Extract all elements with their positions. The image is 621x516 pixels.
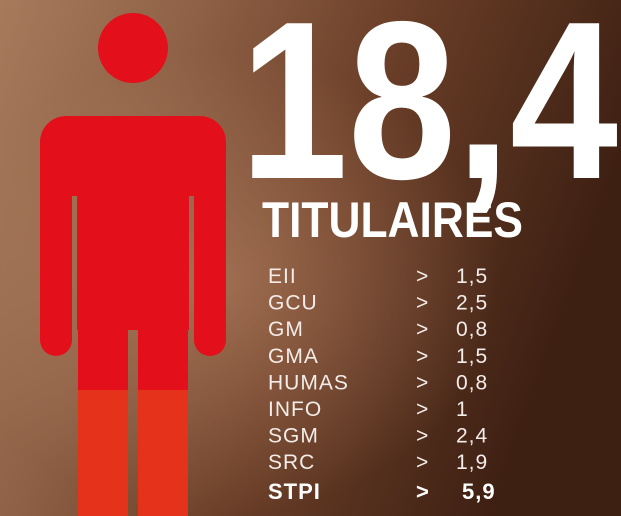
row-label: INFO (268, 398, 322, 421)
row-value: 0,8 (456, 318, 488, 341)
figure-left-leg-lower (78, 390, 128, 516)
row-label: GCU (268, 292, 318, 315)
row-label: GMA (268, 345, 319, 368)
headline-label: TITULAIRES (262, 192, 523, 248)
row-value: 2,5 (456, 292, 488, 315)
row-label: HUMAS (268, 371, 349, 394)
row-separator: > (416, 345, 429, 368)
row-value: 1,5 (456, 265, 488, 288)
row-label: STPI (268, 479, 321, 504)
figure-head (98, 13, 168, 83)
row-label: EII (268, 265, 297, 288)
figure-left-leg-upper (78, 320, 128, 390)
row-separator: > (416, 451, 429, 474)
row-value: 5,9 (462, 479, 496, 504)
row-separator: > (416, 398, 429, 421)
figure-right-arm (194, 140, 226, 356)
row-label: SGM (268, 425, 319, 448)
row-label: GM (268, 318, 304, 341)
row-separator: > (416, 318, 429, 341)
figure-torso (77, 150, 189, 330)
figure-left-arm (40, 140, 72, 356)
row-separator: > (416, 479, 430, 504)
figure-right-leg-upper (138, 320, 188, 390)
row-value: 1 (456, 398, 469, 421)
row-value: 2,4 (456, 425, 488, 448)
row-value: 1,9 (456, 451, 488, 474)
row-value: 0,8 (456, 371, 488, 394)
row-label: SRC (268, 451, 315, 474)
figure-right-leg-lower (138, 390, 188, 516)
row-separator: > (416, 265, 429, 288)
row-value: 1,5 (456, 345, 488, 368)
row-separator: > (416, 425, 429, 448)
infographic: 18,4 TITULAIRES EII>1,5GCU>2,5GM>0,8GMA>… (0, 0, 621, 516)
row-separator: > (416, 292, 429, 315)
row-separator: > (416, 371, 429, 394)
